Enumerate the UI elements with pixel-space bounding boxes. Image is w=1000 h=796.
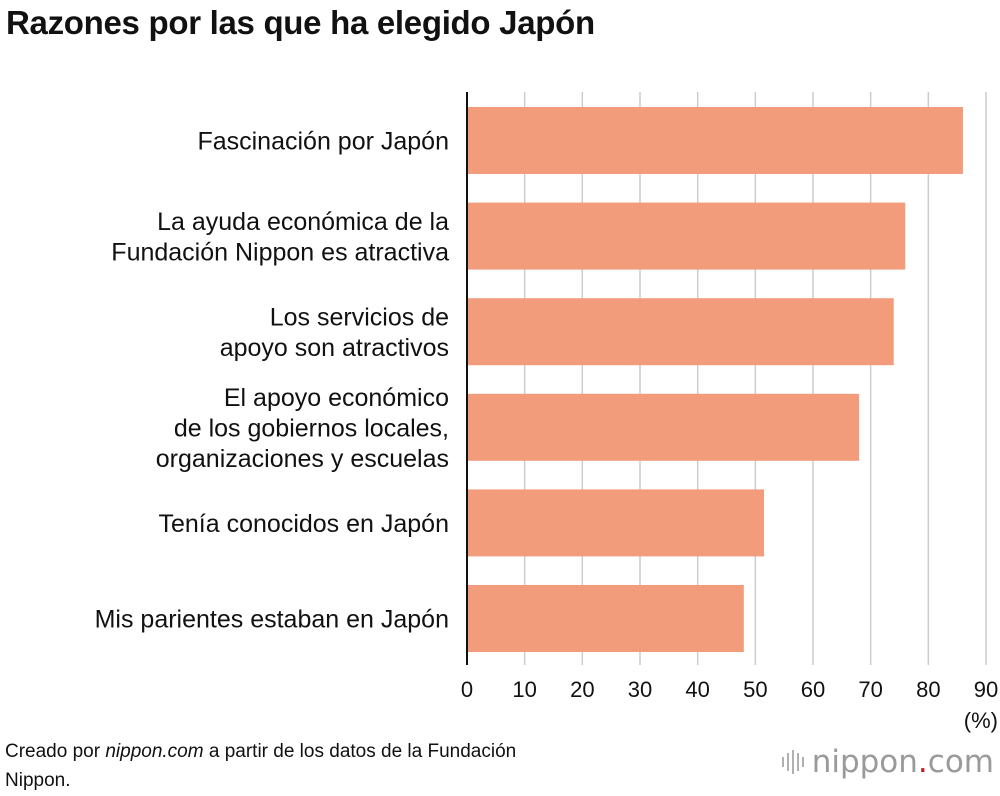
bar: [467, 202, 906, 270]
bar-chart: Fascinación por Japón La ayuda económica …: [95, 92, 998, 733]
bar: [467, 585, 744, 652]
category-label: Fascinación por Japón: [197, 128, 449, 156]
gridlines: [523, 92, 987, 665]
source-prefix: Creado por: [5, 741, 106, 762]
bar: [467, 298, 894, 366]
x-tick-label: 0: [461, 677, 473, 702]
bars: [467, 107, 963, 652]
x-tick-labels: 0 10 20 30 40 50 60 70 80 90: [461, 677, 998, 702]
category-label: Tenía conocidos en Japón: [159, 510, 450, 538]
x-tick-label: 10: [512, 677, 536, 702]
category-label: El apoyo económico de los gobiernos local…: [156, 384, 449, 473]
x-tick-label: 30: [628, 677, 652, 702]
category-label: Los servicios de apoyo son atractivos: [220, 303, 449, 362]
x-unit-label: (%): [964, 708, 998, 733]
x-tick-label: 40: [685, 677, 709, 702]
category-label: La ayuda económica de la Fundación Nippon…: [111, 208, 449, 267]
bar: [467, 107, 963, 174]
source-site: nippon.com: [105, 741, 204, 762]
chart-title: Razones por las que ha elegido Japón: [6, 4, 595, 41]
brand-tld: com: [927, 744, 994, 780]
x-tick-label: 20: [570, 677, 594, 702]
nippon-bars-icon: [781, 750, 804, 774]
bar: [467, 393, 860, 461]
source-suffix: a partir de los datos de la Fundación Ni…: [5, 741, 517, 791]
bar: [467, 489, 764, 557]
x-tick-label: 80: [916, 677, 940, 702]
nippon-logo: nippon. com: [781, 744, 994, 780]
x-tick-label: 50: [743, 677, 767, 702]
category-label: Mis parientes estaban en Japón: [95, 606, 449, 634]
x-tick-label: 60: [801, 677, 825, 702]
x-tick-label: 90: [974, 677, 998, 702]
x-tick-label: 70: [858, 677, 882, 702]
category-labels: Fascinación por Japón La ayuda económica …: [95, 128, 449, 634]
brand-name: nippon: [811, 744, 918, 780]
source-note: Creado por nippon.com a partir de los da…: [5, 737, 585, 795]
brand-dot: .: [917, 744, 928, 780]
